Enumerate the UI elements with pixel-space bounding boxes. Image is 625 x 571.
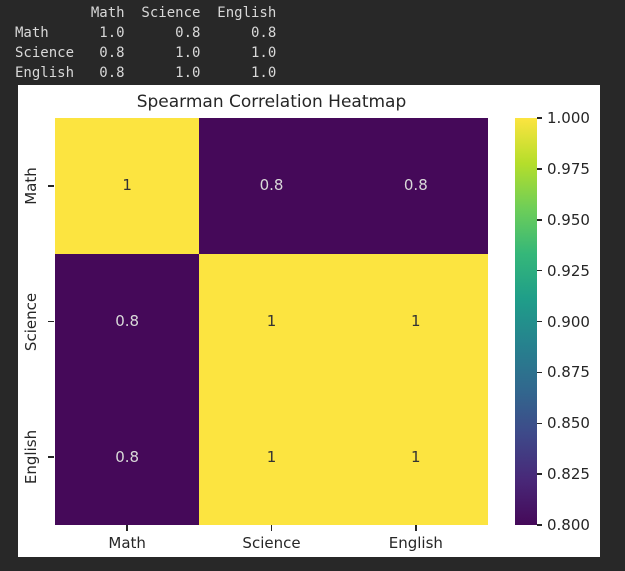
colorbar-tick-label: 0.975 <box>547 159 590 178</box>
colorbar-tick-label: 0.900 <box>547 312 590 331</box>
colorbar-tick-label: 0.875 <box>547 363 590 382</box>
cell-annotation: 0.8 <box>115 311 140 330</box>
x-axis-label-english: English <box>388 534 443 552</box>
colorbar-tick <box>537 422 542 424</box>
colorbar-gradient <box>515 118 537 525</box>
x-axis-tick <box>270 525 273 531</box>
figure-window: Spearman Correlation Heatmap 1 0.8 0.8 0.8 1… <box>18 85 600 557</box>
colorbar-tick <box>537 320 542 323</box>
colorbar-tick <box>537 473 542 475</box>
heatmap-cell-science-english: 1 <box>343 253 488 390</box>
chart-title: Spearman Correlation Heatmap <box>136 92 407 112</box>
cell-annotation: 1 <box>122 176 132 195</box>
colorbar-tick <box>537 269 542 272</box>
heatmap-cell-math-science: 0.8 <box>199 118 344 254</box>
cell-annotation: 0.8 <box>403 176 428 195</box>
heatmap-cell-english-english: 1 <box>343 389 488 525</box>
colorbar-tick <box>537 168 542 170</box>
colorbar-tick-label: 0.925 <box>547 261 590 280</box>
cell-annotation: 1 <box>411 447 421 466</box>
y-axis-tick <box>48 185 54 187</box>
heatmap-cell-science-science: 1 <box>199 253 344 390</box>
colorbar-tick <box>537 117 542 119</box>
heatmap-cell-math-english: 0.8 <box>343 118 488 254</box>
colorbar-tick-label: 0.950 <box>547 210 590 229</box>
y-axis-tick <box>48 456 54 458</box>
x-axis-label-math: Math <box>108 534 146 552</box>
cell-annotation: 1 <box>266 311 277 330</box>
y-axis-label-english: English <box>22 430 40 485</box>
x-axis-tick <box>126 525 128 531</box>
cell-annotation: 1 <box>266 447 277 466</box>
cell-annotation: 0.8 <box>259 176 284 195</box>
terminal-correlation-table: Math Science English Math 1.0 0.8 0.8 Sc… <box>15 5 277 81</box>
y-axis-label-science: Science <box>22 292 40 351</box>
cell-annotation: 0.8 <box>115 447 140 466</box>
colorbar-tick <box>537 524 542 526</box>
colorbar-tick-label: 0.825 <box>547 465 590 484</box>
heatmap-cell-english-math: 0.8 <box>55 389 200 525</box>
colorbar-tick <box>537 219 542 221</box>
cell-annotation: 1 <box>411 311 421 330</box>
colorbar-tick-label: 0.850 <box>547 414 590 433</box>
heatmap-grid: 1 0.8 0.8 0.8 1 1 0.8 1 1 <box>55 118 488 525</box>
colorbar-tick <box>537 371 542 374</box>
colorbar-tick-label: 0.800 <box>547 516 590 534</box>
heatmap-cell-math-math: 1 <box>55 118 200 254</box>
x-axis-label-science: Science <box>242 534 301 552</box>
y-axis-tick <box>48 320 54 323</box>
colorbar-tick-label: 1.000 <box>547 109 590 127</box>
y-axis-label-math: Math <box>22 167 40 205</box>
heatmap-cell-english-science: 1 <box>199 389 344 525</box>
heatmap-cell-science-math: 0.8 <box>55 253 200 390</box>
x-axis-tick <box>415 525 417 531</box>
